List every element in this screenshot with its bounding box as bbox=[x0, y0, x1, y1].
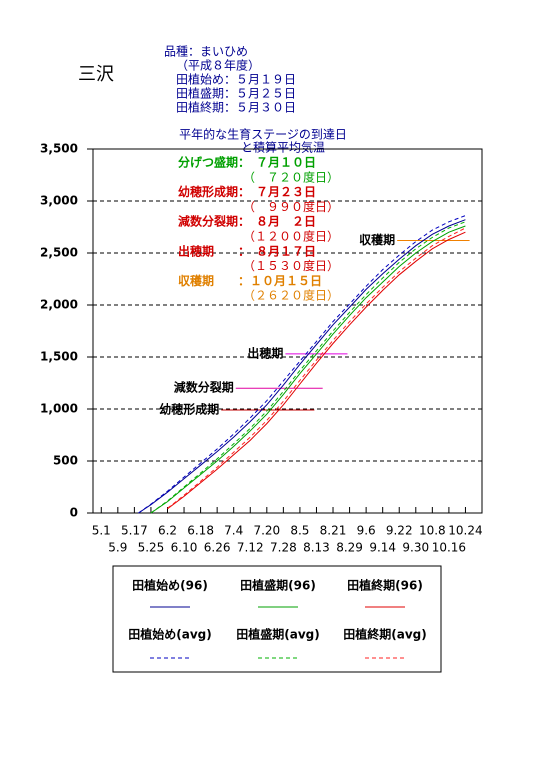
x-tick-label: 8.5 bbox=[290, 524, 309, 538]
x-tick-label: 7.4 bbox=[224, 524, 243, 538]
x-tick-label: 9.6 bbox=[357, 524, 376, 538]
x-tick-label: 5.9 bbox=[108, 541, 127, 555]
series-line bbox=[150, 225, 466, 514]
legend-label: 田植盛期(avg) bbox=[236, 627, 319, 642]
y-tick-label: 1,000 bbox=[40, 402, 78, 416]
x-tick-label: 6.26 bbox=[204, 541, 231, 555]
annotation: （１５３０度日） bbox=[243, 258, 339, 273]
header-line: 品種：まいひめ bbox=[164, 45, 248, 59]
x-tick-label: 5.25 bbox=[138, 541, 165, 555]
y-tick-label: 3,500 bbox=[40, 142, 78, 156]
plot-frame bbox=[92, 148, 483, 514]
annotation: （ ７２０度日） bbox=[243, 169, 339, 184]
x-tick-label: 8.29 bbox=[336, 541, 363, 555]
x-tick-label: 7.28 bbox=[270, 541, 297, 555]
annotation: 出穂期 ： ８月１７日 bbox=[178, 243, 316, 258]
annotation: 分げつ盛期： ７月１０日 bbox=[178, 155, 316, 170]
x-tick-label: 7.12 bbox=[237, 541, 264, 555]
series-line bbox=[167, 231, 466, 510]
x-tick-label: 5.1 bbox=[92, 524, 111, 538]
annotation: （ ９９０度日） bbox=[243, 199, 339, 214]
legend-label: 田植終期(96) bbox=[347, 578, 423, 593]
legend-label: 田植終期(avg) bbox=[343, 627, 426, 642]
series-line bbox=[167, 227, 466, 509]
chart-title: 平年的な生育ステージの到達日 bbox=[179, 127, 347, 142]
x-tick-label: 10.8 bbox=[419, 524, 446, 538]
x-tick-label: 8.13 bbox=[303, 541, 330, 555]
y-tick-label: 1,500 bbox=[40, 350, 78, 364]
y-tick-label: 3,000 bbox=[40, 194, 78, 208]
series-line bbox=[138, 215, 466, 514]
legend-label: 田植盛期(96) bbox=[240, 578, 316, 593]
y-tick-label: 0 bbox=[70, 506, 78, 520]
y-tick-label: 2,500 bbox=[40, 246, 78, 260]
header-line: 田植始め：５月１９日 bbox=[176, 72, 296, 87]
x-tick-label: 9.14 bbox=[369, 541, 396, 555]
x-tick-label: 7.20 bbox=[253, 524, 280, 538]
x-tick-label: 9.22 bbox=[386, 524, 413, 538]
series-line bbox=[138, 219, 466, 514]
x-tick-label: 10.16 bbox=[432, 541, 466, 555]
chart-title: と積算平均気温 bbox=[241, 140, 325, 155]
legend-label: 田植始め(96) bbox=[132, 578, 208, 593]
header-line: 田植盛期：５月２５日 bbox=[176, 86, 296, 101]
x-tick-label: 8.21 bbox=[320, 524, 347, 538]
stage-label: 減数分裂期 bbox=[174, 380, 234, 395]
header-line: 田植終期：５月３０日 bbox=[176, 100, 296, 115]
legend-box bbox=[112, 565, 442, 673]
annotation: 減数分裂期： ８月 ２日 bbox=[178, 214, 316, 229]
x-tick-label: 6.10 bbox=[171, 541, 198, 555]
legend-label: 田植始め(avg) bbox=[128, 627, 211, 642]
annotation: 幼穂形成期： ７月２３日 bbox=[178, 184, 316, 199]
x-tick-label: 5.17 bbox=[121, 524, 148, 538]
x-tick-label: 10.24 bbox=[448, 524, 482, 538]
annotation: 収穫期 ：１０月１５日 bbox=[178, 273, 322, 288]
x-tick-label: 6.18 bbox=[187, 524, 214, 538]
stage-label: 出穂期 bbox=[247, 345, 283, 360]
annotation: （１２００度日） bbox=[243, 229, 339, 244]
annotation: （２６２０度日） bbox=[243, 288, 339, 303]
x-tick-label: 6.2 bbox=[158, 524, 177, 538]
page-title: 三沢 bbox=[78, 64, 114, 85]
x-tick-label: 9.30 bbox=[402, 541, 429, 555]
stage-label: 幼穂形成期 bbox=[159, 402, 219, 417]
stage-label: 収穫期 bbox=[359, 232, 395, 247]
series-line bbox=[150, 221, 466, 514]
header-line: （平成８年度） bbox=[176, 58, 260, 73]
y-tick-label: 2,000 bbox=[40, 298, 78, 312]
y-tick-label: 500 bbox=[53, 454, 78, 468]
